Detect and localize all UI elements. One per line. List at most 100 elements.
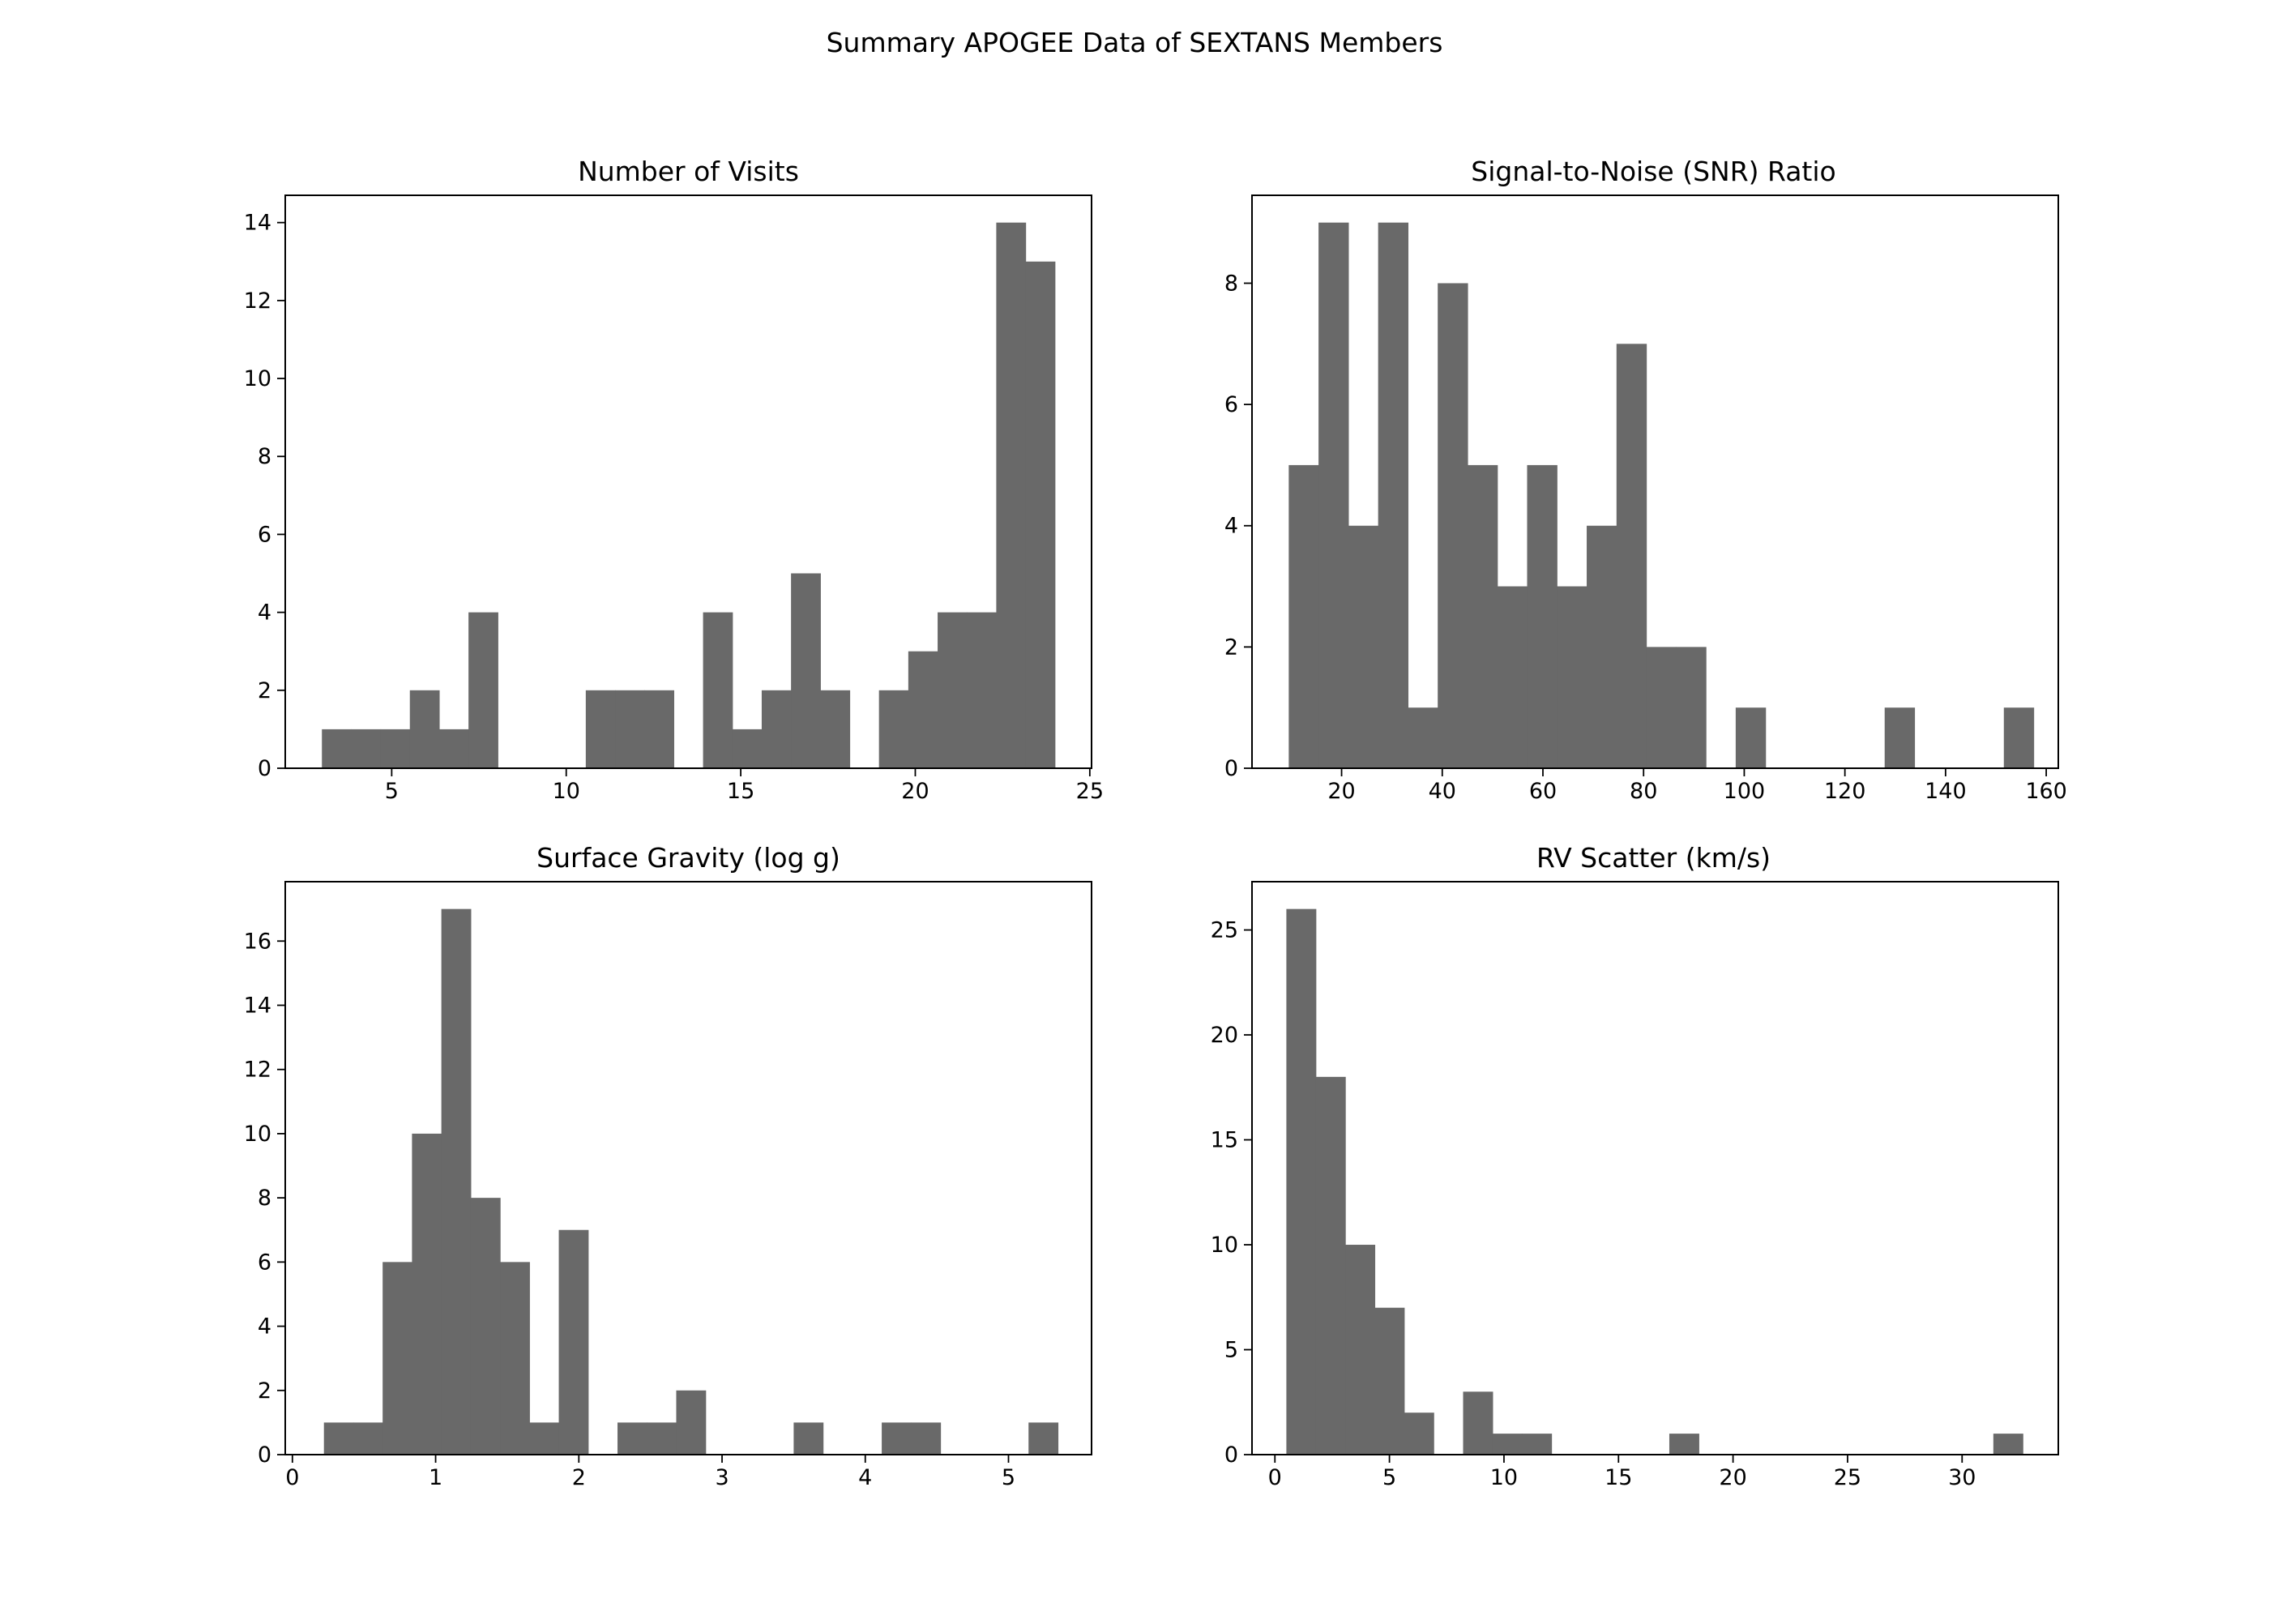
y-tick-label: 10 [244, 366, 271, 391]
histogram-bar [703, 612, 733, 768]
histogram-bar [1497, 586, 1528, 768]
y-tick-label: 2 [258, 1378, 271, 1404]
histogram-bar [1467, 464, 1498, 768]
histogram-bar [500, 1262, 530, 1455]
histogram-bar [409, 690, 440, 768]
histogram-bar [911, 1422, 942, 1455]
y-tick-label: 2 [1224, 635, 1238, 660]
x-tick-label: 1 [429, 1465, 442, 1490]
histogram-bar [351, 729, 382, 768]
y-tick-label: 8 [1224, 271, 1238, 296]
histogram-bar [1348, 525, 1379, 768]
panel-snr-ratio: Signal-to-Noise (SNR) Ratio 20 40 60 80 100 1… [1224, 156, 2067, 804]
histogram-bar [732, 729, 763, 768]
figure-title: Summary APOGEE Data of SEXTANS Members [827, 27, 1443, 58]
histogram-bar [1315, 1076, 1346, 1455]
y-tick-label: 10 [1211, 1233, 1238, 1258]
histogram-bar [1025, 261, 1056, 768]
y-tick-label: 8 [258, 1186, 271, 1211]
x-tick-label: 20 [1327, 779, 1355, 804]
histogram-bar [1286, 908, 1317, 1455]
axes-frame [284, 194, 1092, 769]
x-tick-label: 140 [1925, 779, 1967, 804]
y-tick-label: 8 [258, 444, 271, 469]
histogram-bar [791, 573, 821, 768]
x-tick-label: 15 [727, 779, 754, 804]
histogram-bar [882, 1422, 912, 1455]
histogram-bar [1374, 1307, 1405, 1455]
y-tick-label: 6 [258, 1250, 271, 1275]
histogram-bar [322, 729, 353, 768]
y-tick-label: 14 [244, 211, 271, 236]
histogram-bar [1587, 525, 1617, 768]
histogram-bar [1378, 222, 1409, 768]
histogram-bar [820, 690, 851, 768]
axes-frame [1251, 881, 2059, 1455]
y-tick-label: 16 [244, 929, 271, 954]
histogram-bar [353, 1422, 383, 1455]
histogram-bar [793, 1422, 824, 1455]
histogram-bar [615, 690, 645, 768]
x-tick-label: 25 [1076, 779, 1104, 804]
y-tick-label: 0 [258, 1442, 271, 1468]
y-tick-label: 5 [1224, 1338, 1238, 1363]
axes-frame [1251, 194, 2059, 769]
x-tick-label: 160 [2025, 779, 2067, 804]
histogram-bar [1408, 707, 1438, 768]
y-tick-label: 4 [258, 1314, 271, 1340]
histogram-bar [470, 1198, 501, 1455]
x-tick-label: 10 [1490, 1465, 1518, 1490]
x-tick-label: 120 [1824, 779, 1866, 804]
histogram-bar [380, 729, 411, 768]
x-tick-label: 5 [1382, 1465, 1396, 1490]
y-tick-label: 12 [244, 1058, 271, 1083]
histogram-bar [529, 1422, 560, 1455]
histogram-bar [1028, 1422, 1059, 1455]
x-tick-label: 0 [1268, 1465, 1282, 1490]
histogram-bar [1345, 1245, 1376, 1455]
histogram-bar [1669, 1434, 1699, 1455]
y-tick-label: 4 [1224, 514, 1238, 539]
panel-rv-scatter: RV Scatter (km/s) 0 5 10 15 20 25 30 0 5 10 15 20 25 [1211, 842, 2059, 1490]
histogram-bar [1318, 222, 1349, 768]
histogram-bar [441, 908, 472, 1455]
y-tick-label: 12 [244, 288, 271, 314]
x-tick-label: 30 [1948, 1465, 1976, 1490]
y-tick-label: 20 [1211, 1023, 1238, 1048]
y-tick-label: 6 [1224, 392, 1238, 417]
panel-title: Number of Visits [578, 156, 799, 187]
histogram-bar [1404, 1412, 1434, 1455]
y-tick-label: 14 [244, 993, 271, 1018]
histogram-bar [438, 729, 469, 768]
y-tick-label: 2 [258, 678, 271, 703]
x-tick-label: 15 [1605, 1465, 1632, 1490]
histogram-bar [1884, 707, 1916, 768]
x-tick-label: 25 [1834, 1465, 1861, 1490]
histogram-bar [1735, 707, 1767, 768]
histogram-bar [1557, 586, 1587, 768]
histogram-bar [412, 1133, 442, 1455]
histogram-bar [676, 1390, 707, 1455]
histogram-bar [468, 612, 498, 768]
histogram-bar [323, 1422, 354, 1455]
x-tick-label: 5 [1002, 1465, 1015, 1490]
y-tick-label: 6 [258, 522, 271, 547]
histogram-bar [585, 690, 616, 768]
y-tick-label: 10 [244, 1122, 271, 1147]
histogram-bar [1463, 1391, 1493, 1455]
x-tick-label: 2 [572, 1465, 586, 1490]
histogram-bar [1522, 1434, 1553, 1455]
panel-title: Surface Gravity (log g) [536, 842, 840, 874]
x-tick-label: 4 [858, 1465, 872, 1490]
histogram-bar [1646, 647, 1677, 768]
panel-surface-gravity: Surface Gravity (log g) 0 1 2 3 4 50246810121… [244, 842, 1092, 1490]
histogram-bar [1993, 1434, 2023, 1455]
histogram-bar [1527, 464, 1558, 768]
x-tick-label: 80 [1630, 779, 1657, 804]
panel-number-of-visits: Number of Visits 5 10 15 20 25 0 2 4 6 8 10 12 14 [244, 156, 1104, 804]
histogram-bar [1438, 283, 1468, 769]
x-tick-label: 5 [385, 779, 399, 804]
histogram-bar [1676, 647, 1707, 768]
